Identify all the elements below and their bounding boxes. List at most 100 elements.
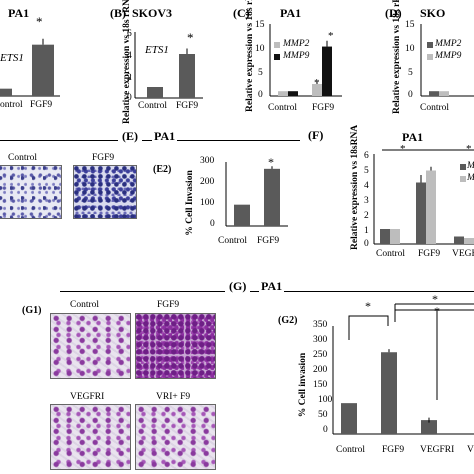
panel-c-star-mmp9: * [328, 30, 334, 42]
panel-g2-ytick-3: 150 [313, 380, 328, 390]
panel-g2-bar-vegfri [421, 420, 437, 434]
panel-f-legend-swatch-1 [460, 164, 466, 170]
panel-c-tag: (C) [233, 6, 250, 20]
panel-d-bar-mmp2-control [429, 91, 439, 96]
panel-g-tag: (G) [225, 279, 251, 294]
panel-g1-image-fgf9 [135, 313, 216, 379]
panel-f-chart [373, 149, 474, 245]
panel-g2-ytick-7: 350 [313, 320, 328, 330]
panel-a-title: PA1 [8, 6, 30, 20]
panel-c-ytick-3: 15 [255, 20, 265, 30]
panel-a-bar-fgf9 [32, 44, 54, 96]
panel-f-bar-s2-fgf9 [426, 170, 436, 244]
panel-g2-xlabel-1: FGF9 [382, 445, 405, 455]
panel-g1-tag: (G1) [22, 305, 42, 316]
panel-f-ytick-1: 1 [364, 226, 369, 236]
panel-e2-ytick-2: 200 [200, 177, 215, 187]
panel-b-star: * [187, 30, 194, 45]
panel-c-ylabel: Relative expression vs 18s rRNA [245, 0, 255, 112]
panel-d-chart [420, 24, 474, 97]
panel-e2-xlabel-1: FGF9 [257, 236, 280, 246]
panel-f-xlabel-0: Control [376, 249, 406, 259]
panel-g2-ytick-4: 200 [313, 365, 328, 375]
panel-e-image-control [0, 165, 62, 219]
panel-e2-bar-control [234, 204, 250, 226]
panel-c-ytick-2: 10 [255, 44, 265, 54]
panel-d-ytick-1: 5 [408, 68, 413, 78]
panel-g2-ytick-2: 100 [318, 395, 333, 405]
panel-g2-ytick-6: 300 [313, 335, 328, 345]
panel-a-chart [0, 38, 60, 97]
panel-f-bar-s2-control [390, 229, 400, 244]
panel-b-title: SKOV3 [132, 6, 173, 20]
panel-b-ytick-2: 4 [127, 51, 132, 61]
panel-g2-ytick-5: 250 [313, 350, 328, 360]
panel-c-bar-mmp2-fgf9 [312, 84, 322, 96]
panel-c-legend-mmp9: MMP9 [283, 51, 310, 61]
panel-d-legend-swatch-mmp2 [427, 42, 433, 48]
panel-e-divider [0, 140, 300, 141]
panel-e2-chart [225, 162, 288, 227]
panel-f-ytick-0: 0 [364, 239, 369, 249]
panel-f-legend-swatch-2 [460, 176, 466, 182]
panel-g2-xlabel-0: Control [336, 445, 366, 455]
panel-b-bar-fgf9 [179, 54, 195, 98]
panel-c-bar-mmp2-control [278, 91, 288, 96]
panel-a-star: * [36, 14, 43, 29]
panel-f-title: PA1 [402, 130, 424, 144]
panel-b-chart [134, 32, 203, 99]
panel-a-xlabel-0: ontrol [0, 100, 23, 110]
panel-g2-ylabel: % Cell invasion [298, 352, 308, 418]
panel-g2-tag: (G2) [278, 315, 298, 326]
panel-g2-xlabel-3: V [467, 445, 474, 455]
panel-c-ytick-0: 0 [258, 90, 263, 100]
panel-b-bar-control [147, 87, 163, 98]
panel-g2-star-1: * [365, 299, 371, 313]
panel-g2-bracket-control-fgf9 [348, 315, 389, 340]
panel-d-ytick-3: 15 [405, 20, 415, 30]
panel-b-ytick-3: 6 [127, 29, 132, 39]
panel-g1-label-control: Control [70, 300, 100, 310]
panel-e2-xlabel-0: Control [218, 236, 248, 246]
panel-f-legend-2: M [467, 173, 474, 183]
panel-d-title: SKO [420, 6, 446, 20]
panel-d-legend-mmp9: MMP9 [435, 51, 462, 61]
panel-f-star-2: * [466, 143, 472, 155]
panel-e2-ylabel: % Cell Invasion [185, 170, 195, 236]
panel-c-bar-mmp9-control [288, 91, 298, 96]
panel-f-legend-1: M [467, 161, 474, 171]
panel-c-legend-mmp2: MMP2 [283, 39, 310, 49]
panel-c-xlabel-1: FGF9 [312, 103, 335, 113]
panel-d-legend-mmp2: MMP2 [435, 39, 462, 49]
panel-a-bar-control [0, 88, 12, 96]
panel-e-image-label-fgf9: FGF9 [92, 153, 115, 163]
panel-d-ytick-2: 10 [405, 44, 415, 54]
panel-g1-image-vri-f9 [135, 404, 216, 470]
panel-e2-ytick-3: 300 [200, 156, 215, 166]
panel-f-ytick-5: 5 [364, 166, 369, 176]
panel-b-ytick-1: 2 [127, 73, 132, 83]
panel-f-bar-s1-fgf9 [416, 182, 426, 244]
panel-c-bar-mmp9-fgf9 [322, 46, 332, 96]
panel-g2-star-2: * [432, 292, 438, 306]
panel-d-ylabel: Relative expression vs 18s rRNA [392, 0, 402, 114]
panel-e-tag: (E) [118, 129, 142, 144]
panel-c-xlabel-0: Control [268, 103, 298, 113]
panel-e2-ytick-1: 100 [200, 198, 215, 208]
panel-b-xlabel-1: FGF9 [176, 101, 199, 111]
panel-f-ytick-2: 2 [364, 211, 369, 221]
panel-c-legend-swatch-mmp2 [274, 42, 280, 48]
panel-b-tag: (B) [110, 6, 126, 20]
panel-c-star-mmp2: * [314, 77, 320, 89]
panel-b-gene-label: ETS1 [145, 44, 169, 56]
panel-c-title: PA1 [280, 6, 302, 20]
panel-b-xlabel-0: Control [138, 101, 168, 111]
panel-d-bar-mmp9-control [439, 91, 449, 96]
panel-b-ytick-0: 0 [127, 93, 132, 103]
panel-f-ytick-3: 3 [364, 196, 369, 206]
panel-g2-xlabel-2: VEGFRI [420, 445, 455, 455]
panel-f-ylabel: Relative expression vs 18sRNA [350, 124, 360, 250]
panel-d-legend-swatch-mmp9 [427, 54, 433, 60]
panel-f-ytick-6: 6 [364, 151, 369, 161]
panel-g2-bar-control [341, 403, 357, 434]
